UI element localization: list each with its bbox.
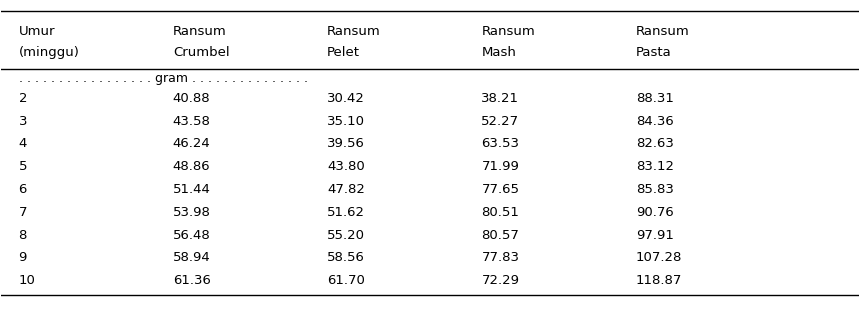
Text: 82.63: 82.63 <box>636 137 673 150</box>
Text: 85.83: 85.83 <box>636 183 673 196</box>
Text: 10: 10 <box>19 274 35 287</box>
Text: 63.53: 63.53 <box>482 137 519 150</box>
Text: Umur: Umur <box>19 24 55 38</box>
Text: 40.88: 40.88 <box>173 92 211 105</box>
Text: 83.12: 83.12 <box>636 160 673 173</box>
Text: 61.70: 61.70 <box>327 274 365 287</box>
Text: Pasta: Pasta <box>636 46 672 59</box>
Text: 80.57: 80.57 <box>482 229 519 241</box>
Text: 47.82: 47.82 <box>327 183 365 196</box>
Text: 9: 9 <box>19 251 27 264</box>
Text: 51.62: 51.62 <box>327 206 366 219</box>
Text: 58.94: 58.94 <box>173 251 211 264</box>
Text: 46.24: 46.24 <box>173 137 211 150</box>
Text: 80.51: 80.51 <box>482 206 519 219</box>
Text: 97.91: 97.91 <box>636 229 673 241</box>
Text: 53.98: 53.98 <box>173 206 211 219</box>
Text: 88.31: 88.31 <box>636 92 673 105</box>
Text: 84.36: 84.36 <box>636 114 673 128</box>
Text: 43.58: 43.58 <box>173 114 211 128</box>
Text: 43.80: 43.80 <box>327 160 365 173</box>
Text: 52.27: 52.27 <box>482 114 519 128</box>
Text: 8: 8 <box>19 229 27 241</box>
Text: . . . . . . . . . . . . . . . . . gram . . . . . . . . . . . . . . .: . . . . . . . . . . . . . . . . . gram .… <box>19 72 308 85</box>
Text: 7: 7 <box>19 206 27 219</box>
Text: 71.99: 71.99 <box>482 160 519 173</box>
Text: 4: 4 <box>19 137 27 150</box>
Text: 51.44: 51.44 <box>173 183 211 196</box>
Text: 77.65: 77.65 <box>482 183 519 196</box>
Text: Mash: Mash <box>482 46 516 59</box>
Text: 56.48: 56.48 <box>173 229 211 241</box>
Text: Ransum: Ransum <box>482 24 535 38</box>
Text: Pelet: Pelet <box>327 46 360 59</box>
Text: 38.21: 38.21 <box>482 92 519 105</box>
Text: Ransum: Ransum <box>636 24 690 38</box>
Text: (minggu): (minggu) <box>19 46 79 59</box>
Text: 72.29: 72.29 <box>482 274 519 287</box>
Text: 55.20: 55.20 <box>327 229 366 241</box>
Text: Ransum: Ransum <box>173 24 226 38</box>
Text: Ransum: Ransum <box>327 24 381 38</box>
Text: 3: 3 <box>19 114 27 128</box>
Text: 107.28: 107.28 <box>636 251 682 264</box>
Text: 48.86: 48.86 <box>173 160 211 173</box>
Text: 6: 6 <box>19 183 27 196</box>
Text: Crumbel: Crumbel <box>173 46 230 59</box>
Text: 5: 5 <box>19 160 27 173</box>
Text: 90.76: 90.76 <box>636 206 673 219</box>
Text: 77.83: 77.83 <box>482 251 519 264</box>
Text: 30.42: 30.42 <box>327 92 365 105</box>
Text: 58.56: 58.56 <box>327 251 365 264</box>
Text: 118.87: 118.87 <box>636 274 682 287</box>
Text: 39.56: 39.56 <box>327 137 365 150</box>
Text: 61.36: 61.36 <box>173 274 211 287</box>
Text: 35.10: 35.10 <box>327 114 366 128</box>
Text: 2: 2 <box>19 92 27 105</box>
